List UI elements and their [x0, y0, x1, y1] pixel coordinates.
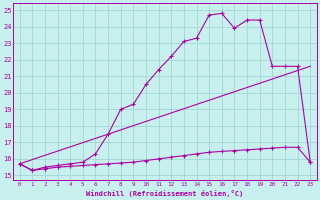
X-axis label: Windchill (Refroidissement éolien,°C): Windchill (Refroidissement éolien,°C) [86, 190, 244, 197]
